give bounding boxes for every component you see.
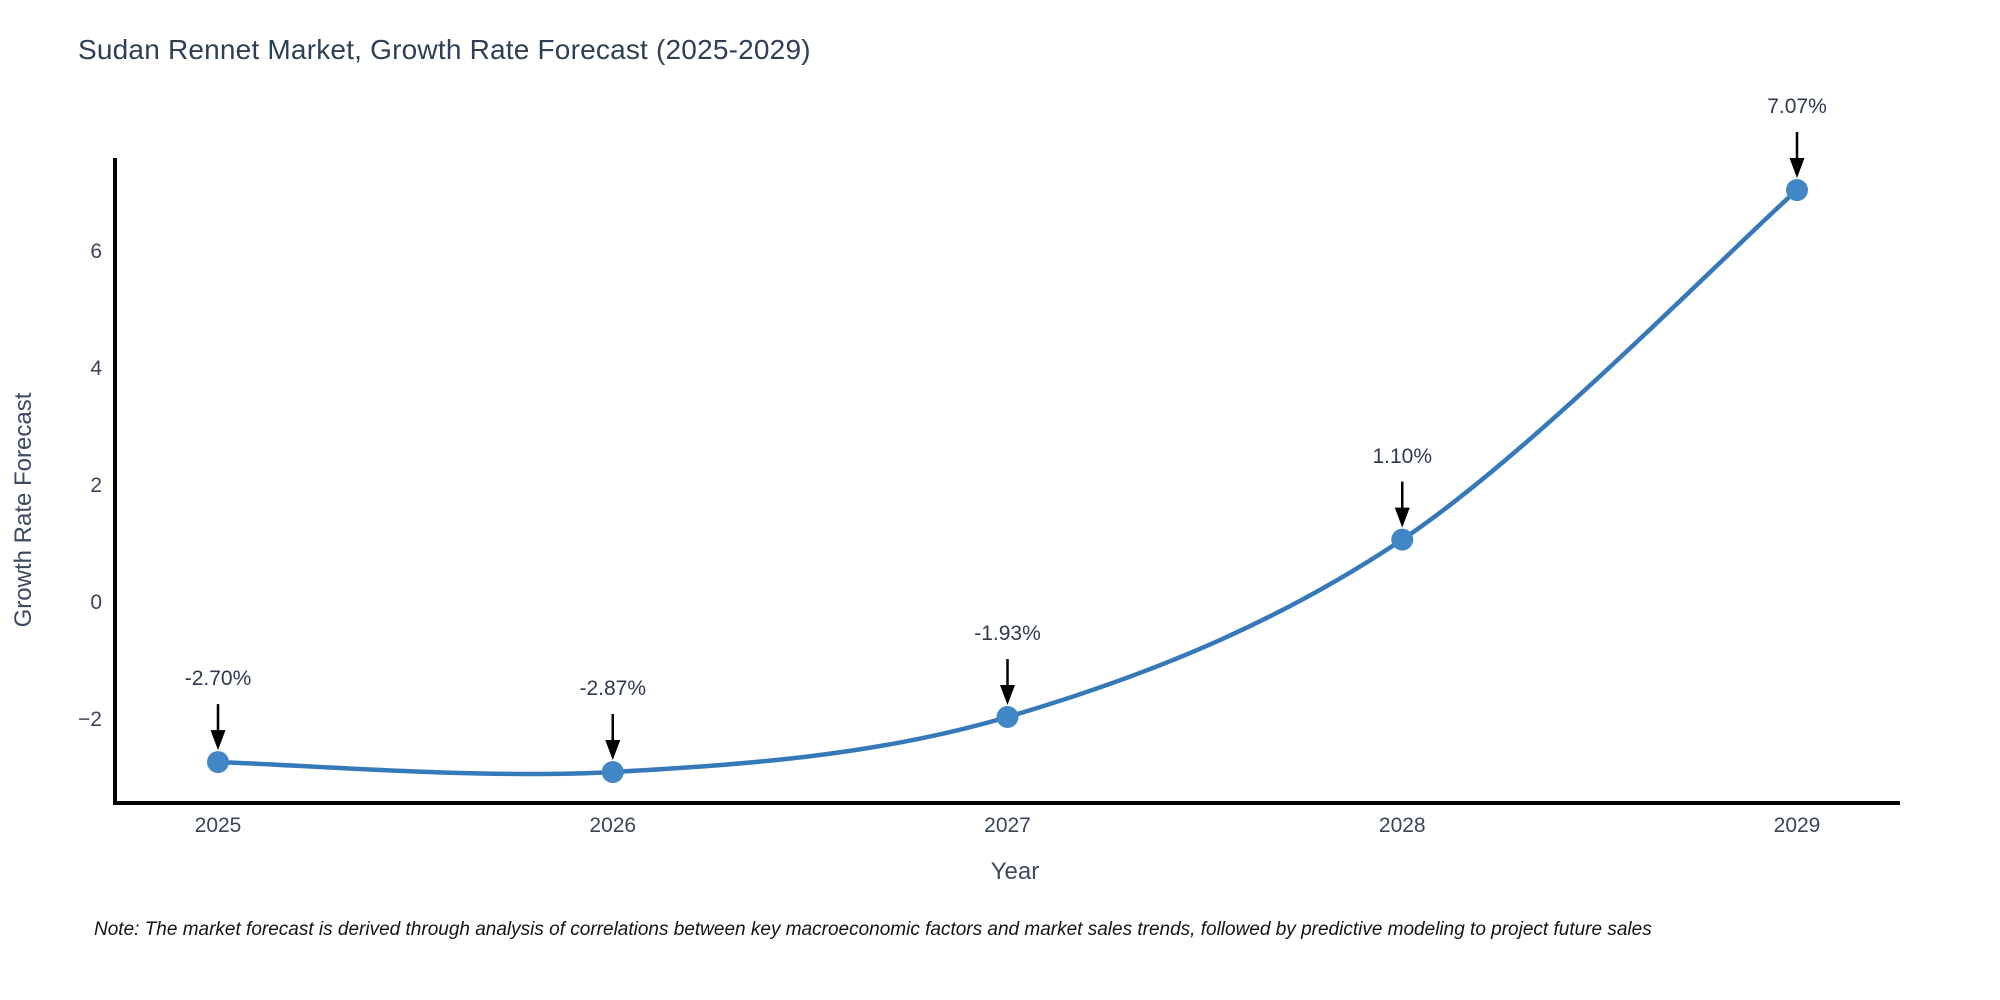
y-tick-label: 6 xyxy=(90,239,102,263)
data-point-marker-2029 xyxy=(1786,179,1808,202)
point-annotation: 7.07% xyxy=(1767,95,1827,119)
point-annotation: 1.10% xyxy=(1372,444,1433,468)
data-point-marker-2027 xyxy=(996,706,1019,729)
x-tick-label: 2025 xyxy=(194,814,242,837)
y-tick-label: −2 xyxy=(78,708,102,732)
x-tick-label: 2027 xyxy=(984,814,1031,837)
point-annotation: -2.87% xyxy=(579,677,647,701)
annotation-arrowhead-icon xyxy=(1789,158,1805,179)
y-tick-label: 4 xyxy=(90,356,102,380)
data-point-marker-2028 xyxy=(1391,528,1414,551)
x-tick-label: 2028 xyxy=(1378,814,1426,837)
data-point-marker-2025 xyxy=(207,751,229,774)
footnote: Note: The market forecast is derived thr… xyxy=(94,919,1652,940)
forecast-line xyxy=(215,187,1800,777)
y-tick-label: 0 xyxy=(90,591,102,614)
annotation-arrowhead-icon xyxy=(210,730,226,751)
point-annotation: -2.70% xyxy=(184,667,252,691)
x-tick-label: 2026 xyxy=(589,814,637,837)
x-tick-label: 2029 xyxy=(1773,814,1821,837)
point-annotation: -1.93% xyxy=(974,622,1041,645)
y-tick-label: 2 xyxy=(90,473,102,497)
annotation-arrowhead-icon xyxy=(605,740,621,761)
data-point-marker-2026 xyxy=(601,761,624,784)
chart-title: Sudan Rennet Market, Growth Rate Forecas… xyxy=(78,34,811,65)
x-axis-title: Year xyxy=(990,858,1040,885)
annotation-arrowhead-icon xyxy=(1394,507,1410,528)
annotation-arrowhead-icon xyxy=(1000,685,1015,706)
